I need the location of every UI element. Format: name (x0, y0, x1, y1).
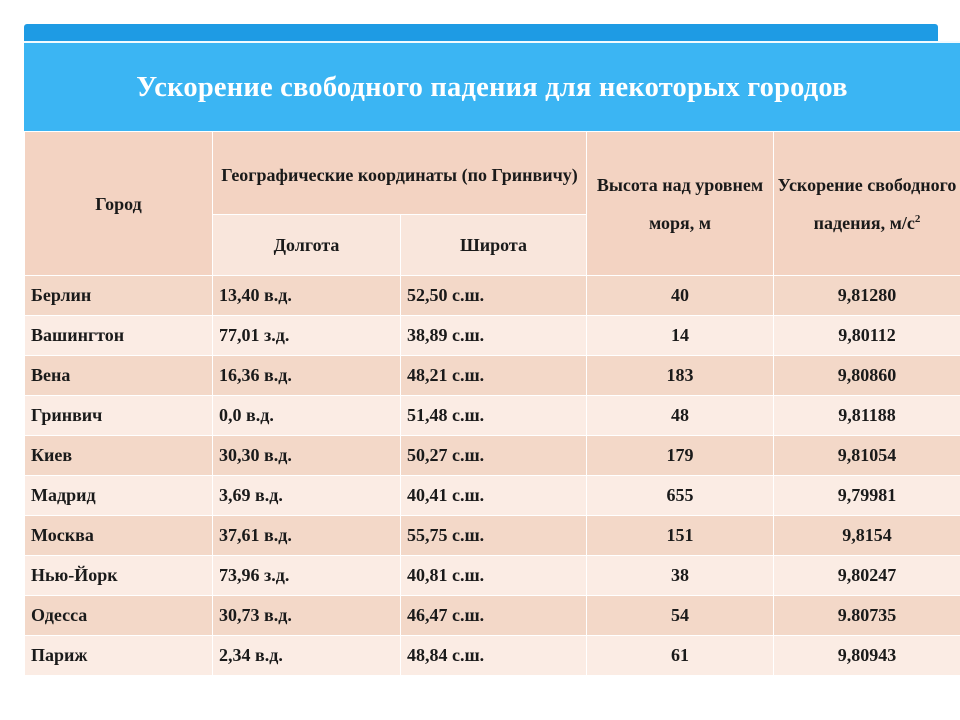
cell-latitude: 46,47 с.ш. (400, 595, 587, 636)
cell-latitude: 52,50 с.ш. (400, 275, 587, 316)
header-latitude: Широта (400, 214, 587, 276)
cell-longitude: 2,34 в.д. (212, 635, 401, 676)
cell-acceleration: 9,79981 (773, 475, 960, 516)
page-title: Ускорение свободного падения для некотор… (136, 72, 848, 103)
cell-latitude: 50,27 с.ш. (400, 435, 587, 476)
cell-altitude: 151 (586, 515, 774, 556)
cell-longitude: 13,40 в.д. (212, 275, 401, 316)
cell-altitude: 38 (586, 555, 774, 596)
cell-longitude: 73,96 з.д. (212, 555, 401, 596)
cell-acceleration: 9,8154 (773, 515, 960, 556)
header-acceleration: Ускорение свободного падения, м/с2 (773, 131, 960, 276)
header-longitude: Долгота (212, 214, 401, 276)
table-row: Берлин 13,40 в.д. 52,50 с.ш. 40 9,81280 (24, 275, 960, 316)
table-row: Нью-Йорк 73,96 з.д. 40,81 с.ш. 38 9,8024… (24, 555, 960, 596)
cell-longitude: 30,30 в.д. (212, 435, 401, 476)
cell-longitude: 3,69 в.д. (212, 475, 401, 516)
cell-latitude: 55,75 с.ш. (400, 515, 587, 556)
cell-latitude: 38,89 с.ш. (400, 315, 587, 356)
cell-acceleration: 9,80943 (773, 635, 960, 676)
table-row: Мадрид 3,69 в.д. 40,41 с.ш. 655 9,79981 (24, 475, 960, 516)
cell-longitude: 0,0 в.д. (212, 395, 401, 436)
cell-city: Вена (24, 355, 213, 396)
cell-latitude: 48,84 с.ш. (400, 635, 587, 676)
cell-latitude: 40,41 с.ш. (400, 475, 587, 516)
cell-acceleration: 9,81054 (773, 435, 960, 476)
table-row: Вена 16,36 в.д. 48,21 с.ш. 183 9,80860 (24, 355, 960, 396)
cell-longitude: 16,36 в.д. (212, 355, 401, 396)
cell-altitude: 40 (586, 275, 774, 316)
cell-altitude: 48 (586, 395, 774, 436)
cell-city: Вашингтон (24, 315, 213, 356)
header-acceleration-text: Ускорение свободного падения, м/с (777, 174, 957, 233)
table-row: Вашингтон 77,01 з.д. 38,89 с.ш. 14 9,801… (24, 315, 960, 356)
cell-city: Берлин (24, 275, 213, 316)
table-row: Киев 30,30 в.д. 50,27 с.ш. 179 9,81054 (24, 435, 960, 476)
cell-city: Киев (24, 435, 213, 476)
cell-acceleration: 9,80247 (773, 555, 960, 596)
title-bar: Ускорение свободного падения для некотор… (24, 41, 960, 133)
cell-altitude: 183 (586, 355, 774, 396)
table-row: Одесса 30,73 в.д. 46,47 с.ш. 54 9.80735 (24, 595, 960, 636)
cell-city: Москва (24, 515, 213, 556)
table-row: Москва 37,61 в.д. 55,75 с.ш. 151 9,8154 (24, 515, 960, 556)
cell-city: Гринвич (24, 395, 213, 436)
cell-longitude: 37,61 в.д. (212, 515, 401, 556)
header-city: Город (24, 131, 213, 276)
table-row: Париж 2,34 в.д. 48,84 с.ш. 61 9,80943 (24, 635, 960, 676)
cell-acceleration: 9,81188 (773, 395, 960, 436)
cell-city: Париж (24, 635, 213, 676)
header-acceleration-sup: 2 (914, 212, 921, 225)
cell-acceleration: 9,80860 (773, 355, 960, 396)
cell-latitude: 40,81 с.ш. (400, 555, 587, 596)
cell-longitude: 30,73 в.д. (212, 595, 401, 636)
gravity-table: Город Географические координаты (по Грин… (24, 131, 960, 676)
header-geo-coordinates: Географические координаты (по Гринвичу) (212, 131, 587, 215)
cell-altitude: 14 (586, 315, 774, 356)
header-altitude: Высота над уровнем моря, м (586, 131, 774, 276)
cell-altitude: 655 (586, 475, 774, 516)
cell-city: Мадрид (24, 475, 213, 516)
cell-city: Нью-Йорк (24, 555, 213, 596)
cell-altitude: 179 (586, 435, 774, 476)
table-row: Гринвич 0,0 в.д. 51,48 с.ш. 48 9,81188 (24, 395, 960, 436)
cell-acceleration: 9.80735 (773, 595, 960, 636)
cell-longitude: 77,01 з.д. (212, 315, 401, 356)
cell-latitude: 48,21 с.ш. (400, 355, 587, 396)
cell-altitude: 54 (586, 595, 774, 636)
cell-acceleration: 9,81280 (773, 275, 960, 316)
cell-city: Одесса (24, 595, 213, 636)
cell-altitude: 61 (586, 635, 774, 676)
cell-acceleration: 9,80112 (773, 315, 960, 356)
cell-latitude: 51,48 с.ш. (400, 395, 587, 436)
